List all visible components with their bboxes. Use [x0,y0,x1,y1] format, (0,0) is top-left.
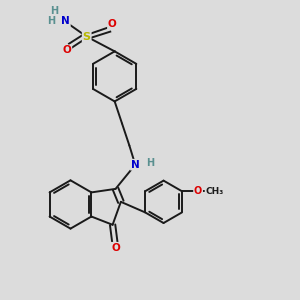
Text: O: O [108,19,117,29]
Text: CH₃: CH₃ [205,187,224,196]
Text: N: N [61,16,70,26]
Text: O: O [63,46,71,56]
Text: H: H [50,6,58,16]
Text: O: O [111,243,120,253]
Text: S: S [83,32,91,42]
Text: H: H [146,158,155,168]
Text: H: H [47,16,55,26]
Text: N: N [131,160,140,170]
Text: O: O [194,186,202,196]
